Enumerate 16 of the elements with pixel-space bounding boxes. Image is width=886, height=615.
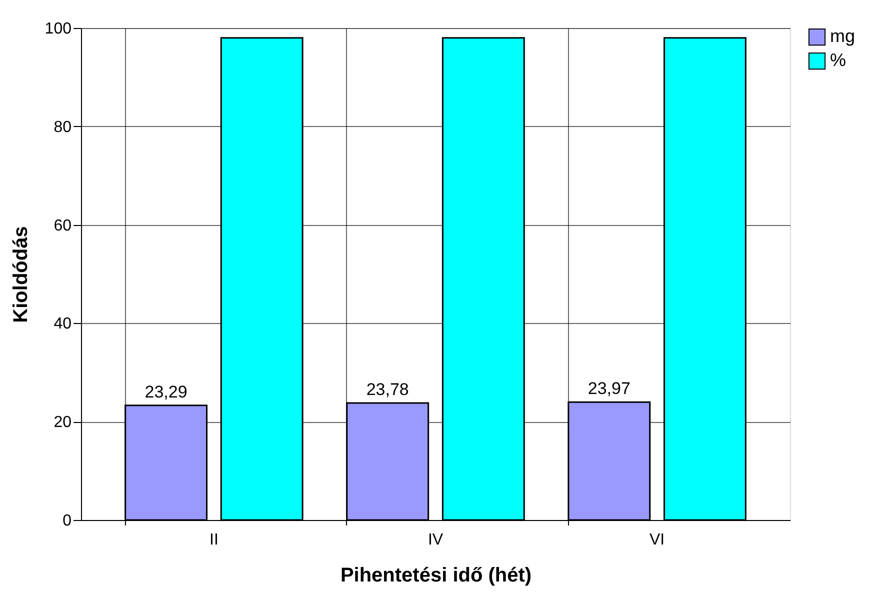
x-axis-title: Pihentetési idő (hét) bbox=[340, 564, 532, 586]
data-label: 23,78 bbox=[366, 380, 409, 399]
legend-label: % bbox=[830, 50, 846, 70]
x-tick-label: IV bbox=[428, 532, 444, 548]
y-tick-label: 80 bbox=[54, 118, 72, 136]
data-label: 23,29 bbox=[144, 382, 188, 402]
x-tick-label: II bbox=[209, 532, 218, 548]
y-tick-label: 60 bbox=[54, 217, 72, 234]
data-label: 23,97 bbox=[588, 379, 630, 398]
y-tick-label: 100 bbox=[44, 20, 72, 38]
y-axis-title: Kioldódás bbox=[10, 226, 32, 323]
y-tick-label: 0 bbox=[62, 512, 72, 530]
y-tick-label: 20 bbox=[54, 414, 72, 432]
y-tick-label: 40 bbox=[54, 316, 72, 333]
x-tick-label: VI bbox=[650, 532, 665, 548]
legend-label: mg bbox=[830, 26, 856, 46]
